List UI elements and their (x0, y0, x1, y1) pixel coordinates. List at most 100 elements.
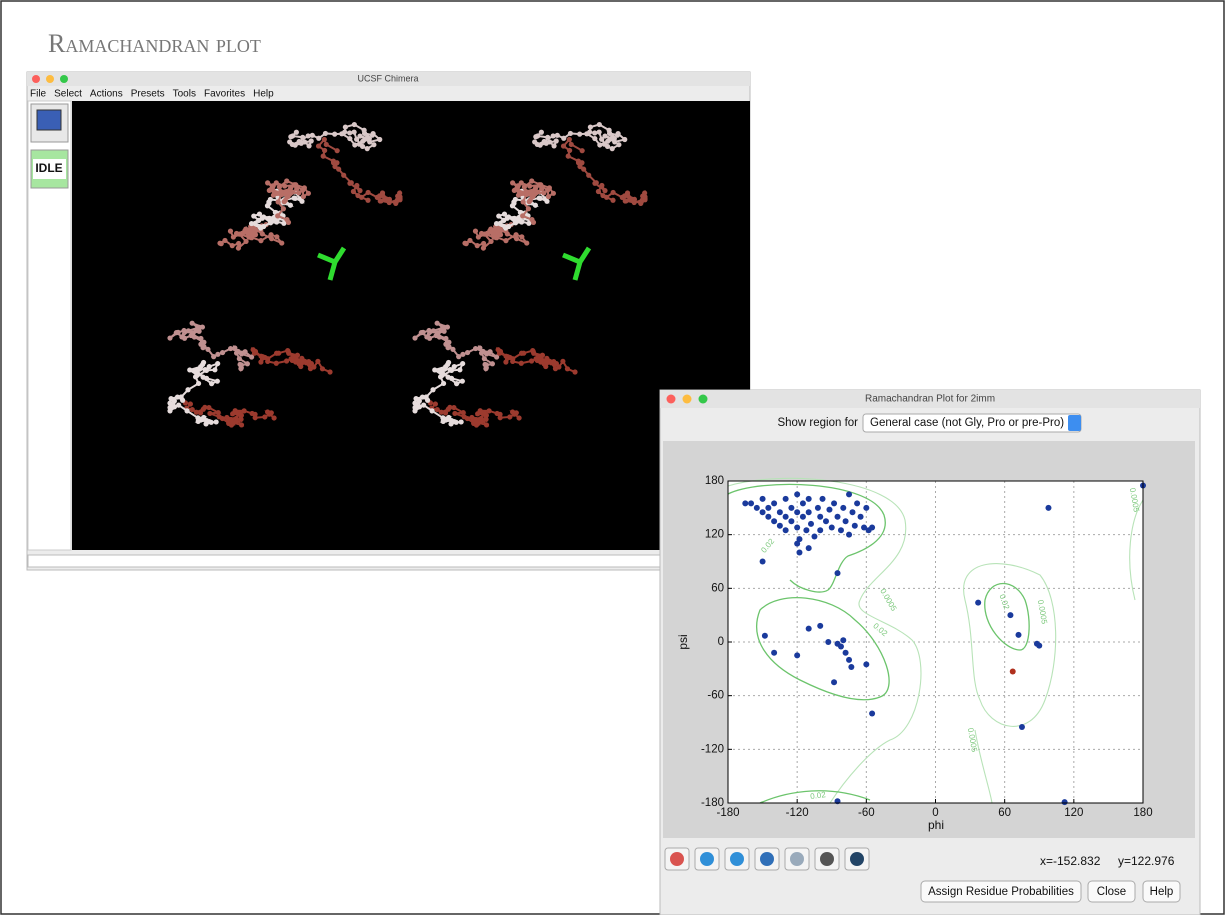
point (794, 509, 800, 515)
max-dot[interactable] (60, 75, 68, 83)
atom (357, 188, 362, 193)
tool-icon (850, 852, 864, 866)
atom (352, 142, 357, 147)
point (760, 496, 766, 502)
atom (277, 184, 282, 189)
window-title: Ramachandran Plot for 2imm (865, 394, 995, 405)
atom (343, 124, 348, 129)
atom (316, 136, 321, 141)
atom (592, 136, 597, 141)
atom (258, 225, 263, 230)
point (806, 545, 812, 551)
atom (443, 417, 448, 422)
atom (297, 139, 302, 144)
y-tick-label: 180 (705, 475, 724, 487)
atom (316, 143, 321, 148)
point (858, 514, 864, 520)
point (762, 633, 768, 639)
atom (300, 188, 305, 193)
atom (529, 358, 534, 363)
x-tick-label: -120 (786, 807, 809, 819)
atom (276, 199, 281, 204)
atom (572, 369, 577, 374)
atom (642, 194, 647, 199)
menu-item[interactable]: Tools (173, 89, 196, 100)
atom (569, 142, 574, 147)
atom (286, 220, 291, 225)
atom (262, 414, 267, 419)
atom (352, 129, 357, 134)
atom (625, 192, 630, 197)
point (777, 523, 783, 529)
atom (435, 333, 440, 338)
page: Ramachandran plot UCSF Chimera FileSelec… (0, 0, 1225, 915)
atom (565, 366, 570, 371)
point (742, 500, 748, 506)
atom (341, 173, 346, 178)
atom (251, 213, 256, 218)
atom (294, 130, 299, 135)
atom (478, 408, 483, 413)
atom (597, 142, 602, 147)
atom (616, 142, 621, 147)
atom (450, 347, 455, 352)
atom (167, 408, 172, 413)
atom (279, 192, 284, 197)
menu-item[interactable]: Presets (131, 89, 165, 100)
point (771, 518, 777, 524)
atom (442, 366, 447, 371)
menu-item[interactable]: Actions (90, 89, 123, 100)
atom (555, 133, 560, 138)
atom (292, 196, 297, 201)
atom (242, 408, 247, 413)
point (760, 509, 766, 515)
menu-item[interactable]: File (30, 89, 47, 100)
atom (421, 330, 426, 335)
atom (205, 347, 210, 352)
point (817, 623, 823, 629)
atom (224, 415, 229, 420)
menu-item[interactable]: Select (54, 89, 82, 100)
point (1019, 724, 1025, 730)
point (765, 514, 771, 520)
point (794, 652, 800, 658)
atom (198, 336, 203, 341)
x-tick-label: 180 (1133, 807, 1152, 819)
atom (232, 345, 237, 350)
atom (469, 415, 474, 420)
atom (172, 398, 177, 403)
atom (342, 129, 347, 134)
atom (443, 336, 448, 341)
atom (459, 419, 464, 424)
button-label: Close (1097, 886, 1126, 898)
y-tick-label: 0 (718, 636, 724, 648)
atom (448, 421, 453, 426)
atom (481, 241, 486, 246)
close-dot[interactable] (667, 395, 676, 404)
atom (544, 356, 549, 361)
atom (193, 374, 198, 379)
close-dot[interactable] (32, 75, 40, 83)
menu-item[interactable]: Favorites (204, 89, 245, 100)
menu-item[interactable]: Help (253, 89, 274, 100)
point (826, 507, 832, 513)
command-line[interactable] (28, 555, 748, 567)
min-dot[interactable] (46, 75, 54, 83)
atom (417, 398, 422, 403)
atom (527, 183, 532, 188)
atom (323, 131, 328, 136)
point (794, 491, 800, 497)
atom (498, 415, 503, 420)
atom (301, 194, 306, 199)
point (754, 505, 760, 511)
select-arrow[interactable] (1068, 415, 1081, 431)
atom (300, 135, 305, 140)
atom (184, 408, 189, 413)
max-dot[interactable] (699, 395, 708, 404)
point (788, 505, 794, 511)
point (869, 711, 875, 717)
atom (604, 195, 609, 200)
min-dot[interactable] (683, 395, 692, 404)
point (1016, 632, 1022, 638)
atom (292, 183, 297, 188)
